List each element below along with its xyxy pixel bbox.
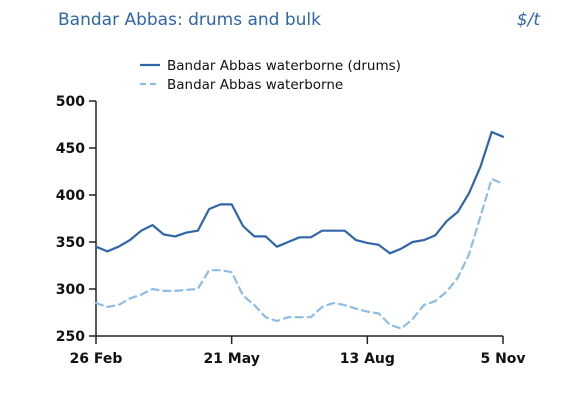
x-tick-label: 13 Aug [340,351,395,367]
series-lines [94,130,505,330]
series-line-drums [94,130,505,255]
legend: Bandar Abbas waterborne (drums) Bandar Ab… [140,58,401,93]
y-tick-label: 350 [56,235,85,251]
y-axis: 250 300 350 400 450 500 [56,94,97,345]
y-tick-label: 500 [56,94,85,110]
series-line-bulk [94,177,505,330]
legend-label: Bandar Abbas waterborne [167,77,343,93]
y-tick-label: 250 [56,329,85,345]
y-tick-label: 300 [56,282,85,298]
y-tick-label: 450 [56,141,85,157]
x-axis: 26 Feb 21 May 13 Aug 5 Nov [70,335,526,367]
y-tick-label: 400 [56,188,85,204]
unit-label: $/t [516,10,540,30]
x-tick-label: 21 May [203,351,259,367]
legend-label: Bandar Abbas waterborne (drums) [167,58,401,74]
chart-title: Bandar Abbas: drums and bulk [58,10,321,30]
x-tick-label: 26 Feb [70,351,123,367]
x-tick-label: 5 Nov [480,351,525,367]
